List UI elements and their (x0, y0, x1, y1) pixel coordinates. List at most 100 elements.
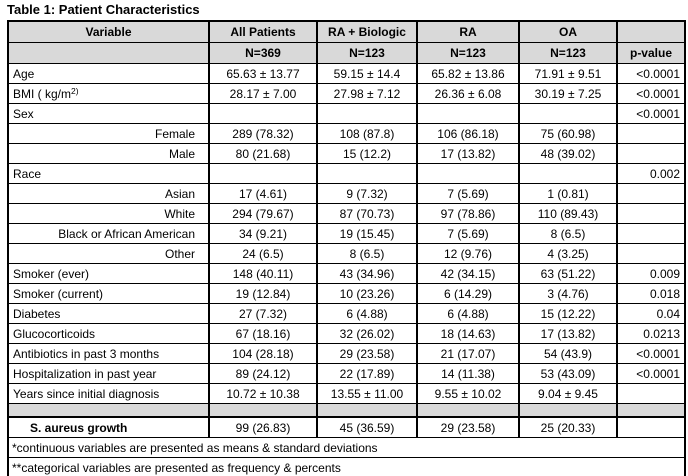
value-cell: 10 (23.26) (316, 283, 418, 304)
value-cell: 32 (26.02) (316, 323, 418, 344)
footnote-continuous: *continuous variables are presented as m… (7, 437, 686, 458)
value-cell: 4 (3.25) (518, 243, 618, 264)
header-n-all: N=369 (208, 42, 318, 64)
value-cell: 29 (23.58) (316, 343, 418, 364)
value-cell: 65.63 ± 13.77 (208, 63, 318, 84)
value-cell: 71.91 ± 9.51 (518, 63, 618, 84)
value-cell: 42 (34.15) (416, 263, 520, 284)
value-cell: 14 (11.38) (416, 363, 520, 384)
table-row: Glucocorticoids 67 (18.16) 32 (26.02) 18 (1… (7, 323, 686, 344)
value-cell: 99 (26.83) (208, 416, 318, 438)
value-cell: 21 (17.07) (416, 343, 520, 364)
value-cell: 7 (5.69) (416, 183, 520, 204)
value-cell: 12 (9.76) (416, 243, 520, 264)
p-value-cell (616, 123, 686, 144)
p-value-cell (616, 383, 686, 404)
table-row: Smoker (current) 19 (12.84) 10 (23.26) 6 (1… (7, 283, 686, 304)
value-cell: 30.19 ± 7.25 (518, 83, 618, 104)
value-cell: 63 (51.22) (518, 263, 618, 284)
value-cell: 26.36 ± 6.08 (416, 83, 520, 104)
table-row: Male 80 (21.68) 15 (12.2) 17 (13.82) 48 (39.… (7, 143, 686, 164)
p-value-cell: 0.0213 (616, 323, 686, 344)
value-cell: 10.72 ± 10.38 (208, 383, 318, 404)
value-cell: 27 (7.32) (208, 303, 318, 324)
value-cell (416, 163, 520, 184)
row-label: Antibiotics in past 3 months (7, 343, 210, 364)
value-cell: 59.15 ± 14.4 (316, 63, 418, 84)
value-cell: 106 (86.18) (416, 123, 520, 144)
value-cell: 8 (6.5) (518, 223, 618, 244)
value-cell: 87 (70.73) (316, 203, 418, 224)
table-header: Variable All Patients RA + Biologic RA O… (7, 20, 686, 64)
footnote-row: *continuous variables are presented as m… (7, 437, 686, 458)
value-cell: 22 (17.89) (316, 363, 418, 384)
table-row: Years since initial diagnosis 10.72 ± 10.… (7, 383, 686, 404)
table-body: Age 65.63 ± 13.77 59.15 ± 14.4 65.82 ± 13.8… (7, 63, 686, 438)
spacer-cell (316, 403, 418, 418)
value-cell: 19 (12.84) (208, 283, 318, 304)
value-cell: 17 (13.82) (518, 323, 618, 344)
value-cell: 28.17 ± 7.00 (208, 83, 318, 104)
p-value-cell: <0.0001 (616, 363, 686, 384)
row-label: Hospitalization in past year (7, 363, 210, 384)
value-cell: 17 (13.82) (416, 143, 520, 164)
spacer-row (7, 403, 686, 418)
value-cell: 19 (15.45) (316, 223, 418, 244)
p-value-cell: 0.04 (616, 303, 686, 324)
superscript: 2) (71, 85, 79, 96)
value-cell: 27.98 ± 7.12 (316, 83, 418, 104)
value-cell: 6 (14.29) (416, 283, 520, 304)
value-cell: 34 (9.21) (208, 223, 318, 244)
row-label: Race (7, 163, 210, 184)
header-n-empty (7, 42, 210, 64)
value-cell: 108 (87.8) (316, 123, 418, 144)
value-cell: 97 (78.86) (416, 203, 520, 224)
p-value-cell: 0.009 (616, 263, 686, 284)
footnote-categorical: **categorical variables are presented as… (7, 457, 686, 476)
value-cell (416, 103, 520, 124)
value-cell: 9 (7.32) (316, 183, 418, 204)
value-cell: 29 (23.58) (416, 416, 520, 438)
p-value-cell: 0.002 (616, 163, 686, 184)
value-cell (518, 103, 618, 124)
value-cell: 15 (12.22) (518, 303, 618, 324)
spacer-cell (616, 403, 686, 418)
p-value-cell: <0.0001 (616, 343, 686, 364)
table-row: Antibiotics in past 3 months 104 (28.18) 2… (7, 343, 686, 364)
table-row: Sex <0.0001 (7, 103, 686, 124)
row-label: BMI ( kg/m2) (7, 83, 210, 104)
value-cell: 53 (43.09) (518, 363, 618, 384)
table-row: Age 65.63 ± 13.77 59.15 ± 14.4 65.82 ± 13.8… (7, 63, 686, 84)
row-label: Glucocorticoids (7, 323, 210, 344)
value-cell: 24 (6.5) (208, 243, 318, 264)
value-cell: 7 (5.69) (416, 223, 520, 244)
p-value-cell (616, 143, 686, 164)
table-row: Race 0.002 (7, 163, 686, 184)
row-label: Other (7, 243, 210, 264)
table-row: S. aureus growth 99 (26.83) 45 (36.59) 29 (… (7, 416, 686, 438)
row-label: Smoker (ever) (7, 263, 210, 284)
value-cell: 294 (79.67) (208, 203, 318, 224)
value-cell: 13.55 ± 11.00 (316, 383, 418, 404)
value-cell: 45 (36.59) (316, 416, 418, 438)
value-cell: 1 (0.81) (518, 183, 618, 204)
value-cell: 104 (28.18) (208, 343, 318, 364)
row-label: Asian (7, 183, 210, 204)
table-row: Hospitalization in past year 89 (24.12) 22… (7, 363, 686, 384)
row-label: Male (7, 143, 210, 164)
table-row: Female 289 (78.32) 108 (87.8) 106 (86.18) 75… (7, 123, 686, 144)
p-value-cell: 0.018 (616, 283, 686, 304)
spacer-cell (7, 403, 210, 418)
header-n-ra: N=123 (416, 42, 520, 64)
row-label: Smoker (current) (7, 283, 210, 304)
value-cell: 18 (14.63) (416, 323, 520, 344)
value-cell (316, 163, 418, 184)
header-oa: OA (518, 20, 618, 43)
header-row-n: N=369 N=123 N=123 N=123 p-value (7, 42, 686, 64)
table-row: Black or African American 34 (9.21) 19 (15… (7, 223, 686, 244)
row-label: White (7, 203, 210, 224)
table-row: White 294 (79.67) 87 (70.73) 97 (78.86) 110 … (7, 203, 686, 224)
row-label: Black or African American (7, 223, 210, 244)
value-cell: 48 (39.02) (518, 143, 618, 164)
